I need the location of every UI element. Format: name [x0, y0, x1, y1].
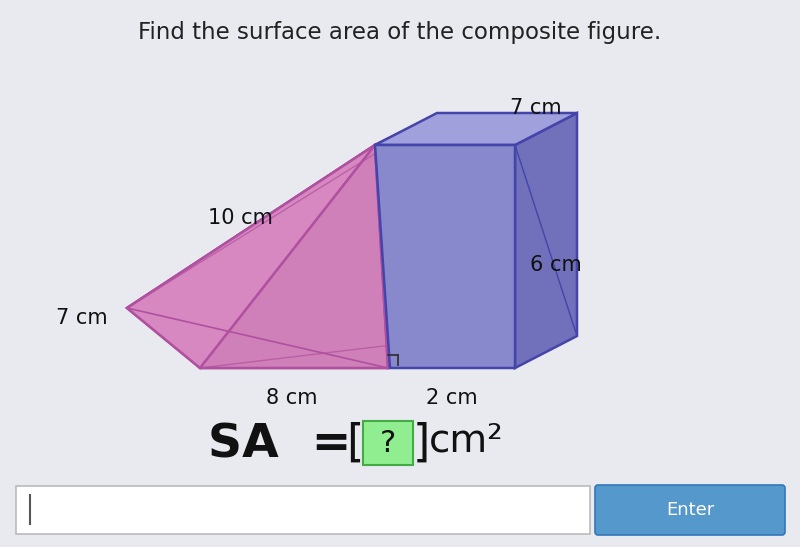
- Polygon shape: [375, 115, 450, 368]
- Text: SA  =: SA =: [208, 422, 352, 468]
- Polygon shape: [200, 338, 450, 368]
- Polygon shape: [127, 145, 388, 368]
- FancyBboxPatch shape: [16, 486, 590, 534]
- Text: [: [: [346, 422, 363, 464]
- Text: Enter: Enter: [666, 501, 714, 519]
- Text: Find the surface area of the composite figure.: Find the surface area of the composite f…: [138, 20, 662, 44]
- Polygon shape: [375, 145, 515, 368]
- Text: 8 cm: 8 cm: [266, 388, 318, 408]
- Polygon shape: [127, 115, 437, 308]
- Text: 2 cm: 2 cm: [426, 388, 478, 408]
- FancyBboxPatch shape: [595, 485, 785, 535]
- Text: 7 cm: 7 cm: [56, 308, 108, 328]
- Text: 6 cm: 6 cm: [530, 255, 582, 275]
- Text: cm²: cm²: [429, 422, 504, 460]
- Polygon shape: [515, 113, 577, 368]
- Text: ?: ?: [380, 428, 396, 457]
- FancyBboxPatch shape: [363, 421, 413, 465]
- Polygon shape: [375, 113, 577, 145]
- Polygon shape: [127, 145, 375, 368]
- Text: 7 cm: 7 cm: [510, 98, 562, 118]
- Text: ]: ]: [413, 422, 430, 464]
- Polygon shape: [263, 115, 450, 338]
- Text: 10 cm: 10 cm: [207, 208, 273, 228]
